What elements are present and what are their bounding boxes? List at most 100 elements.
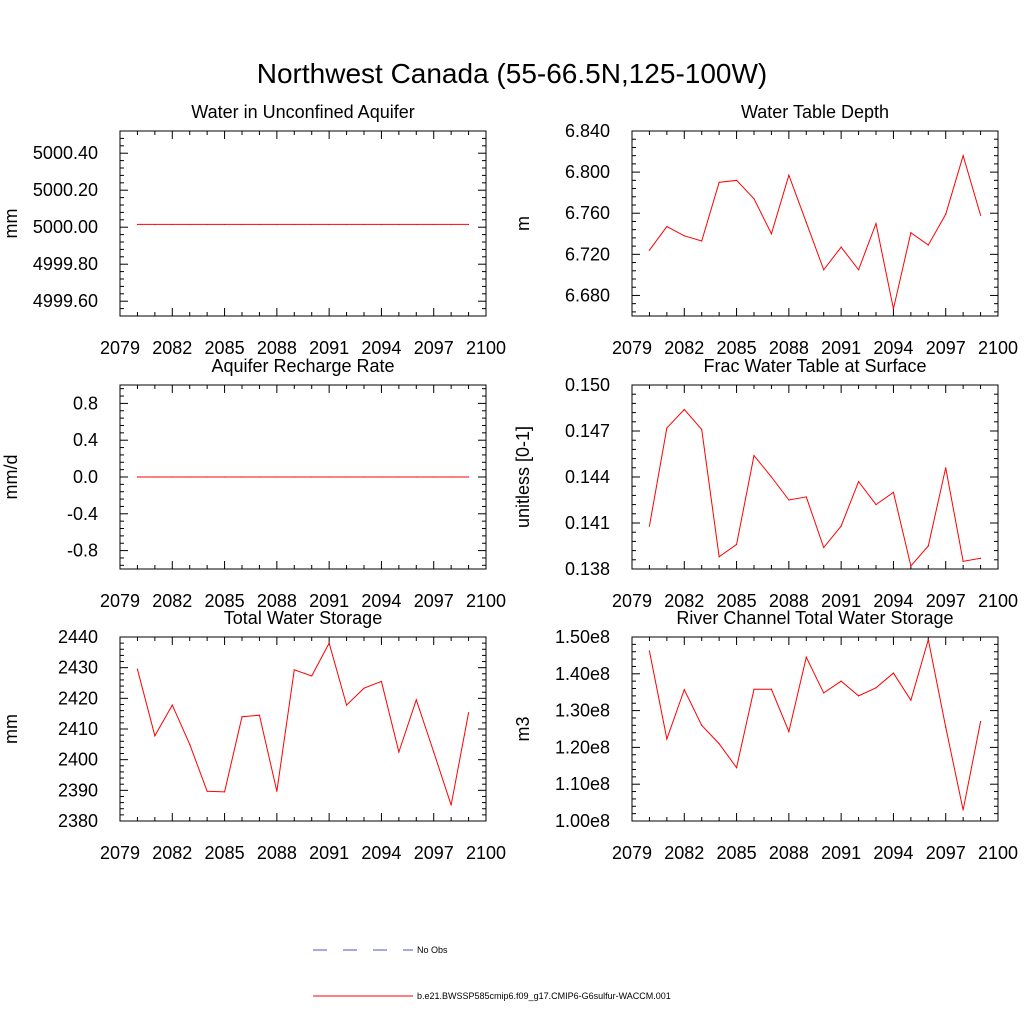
- data-point: [398, 223, 400, 226]
- y-tick-label: 6.840: [565, 121, 610, 141]
- panel-title: Frac Water Table at Surface: [703, 356, 926, 376]
- x-tick-label: 2100: [466, 338, 506, 358]
- data-point: [753, 688, 755, 690]
- x-tick-label: 2079: [100, 591, 140, 611]
- y-tick-label: 2430: [58, 658, 98, 678]
- data-point: [241, 223, 243, 226]
- data-point: [857, 695, 860, 697]
- data-point: [171, 223, 173, 226]
- data-point: [683, 235, 685, 237]
- data-point: [276, 476, 278, 478]
- y-tick-label: 5000.20: [33, 180, 98, 200]
- chart-panel-5: Total Water Storage 2079 2082 2085 2088 2091 2…: [1, 608, 506, 863]
- x-tick-label: 2094: [873, 591, 913, 611]
- data-point: [363, 476, 365, 478]
- data-point: [979, 557, 982, 559]
- x-tick-label: 2094: [873, 338, 913, 358]
- x-tick-label: 2097: [926, 843, 966, 863]
- x-tick-label: 2097: [926, 338, 966, 358]
- data-point: [910, 232, 912, 234]
- x-tick-label: 2085: [717, 843, 757, 863]
- data-point: [840, 680, 842, 682]
- y-tick-label: 2420: [58, 688, 98, 708]
- data-point: [136, 668, 139, 670]
- data-point: [648, 249, 651, 251]
- x-tick-label: 2097: [414, 591, 454, 611]
- data-point: [962, 809, 964, 811]
- data-point: [927, 545, 929, 547]
- x-tick-label: 2091: [821, 338, 861, 358]
- chart-panel-6: River Channel Total Water Storage 2079 208…: [513, 608, 1018, 863]
- data-point: [840, 525, 842, 527]
- y-tick-label: 2390: [58, 780, 98, 800]
- x-tick-label: 2091: [821, 843, 861, 863]
- x-tick-label: 2100: [466, 591, 506, 611]
- data-point: [398, 476, 400, 478]
- data-point: [770, 688, 773, 690]
- y-tick-label: 1.10e8: [555, 774, 610, 794]
- chart-panel-2: Water Table Depth 2079 2082 2085 2088 2091 209…: [513, 102, 1018, 358]
- y-tick-label: -0.4: [67, 504, 98, 524]
- y-tick-label: 4999.80: [33, 254, 98, 274]
- data-point: [189, 476, 191, 478]
- data-point: [433, 223, 435, 226]
- data-point: [311, 675, 313, 677]
- y-tick-label: 2440: [58, 627, 98, 647]
- data-point: [415, 476, 417, 478]
- y-tick-label: 5000.40: [33, 143, 98, 163]
- data-point: [380, 476, 383, 478]
- data-point: [770, 476, 773, 478]
- data-point: [154, 223, 156, 226]
- data-point: [979, 214, 982, 216]
- data-point: [875, 222, 877, 225]
- x-tick-label: 2097: [414, 338, 454, 358]
- data-point: [206, 223, 208, 226]
- y-tick-label: 0.8: [73, 393, 98, 413]
- data-point: [962, 560, 964, 562]
- data-point: [311, 223, 313, 226]
- data-point: [223, 476, 226, 478]
- panel-title: River Channel Total Water Storage: [676, 608, 953, 628]
- data-point: [136, 476, 139, 478]
- data-point: [788, 499, 790, 501]
- data-point: [380, 223, 383, 226]
- y-tick-label: 6.680: [565, 285, 610, 305]
- data-point: [735, 179, 738, 181]
- x-tick-label: 2088: [769, 338, 809, 358]
- data-point: [363, 223, 365, 226]
- y-tick-label: 4999.60: [33, 291, 98, 311]
- x-tick-label: 2082: [152, 843, 192, 863]
- x-tick-label: 2085: [717, 591, 757, 611]
- x-tick-label: 2100: [978, 591, 1018, 611]
- x-tick-label: 2094: [873, 843, 913, 863]
- x-tick-label: 2088: [257, 591, 297, 611]
- data-point: [683, 408, 685, 411]
- series-line-1: [136, 641, 470, 806]
- data-point: [683, 689, 685, 691]
- data-point: [927, 638, 929, 641]
- figure-title: Northwest Canada (55-66.5N,125-100W): [257, 58, 767, 89]
- data-point: [979, 721, 982, 723]
- data-point: [805, 221, 807, 224]
- data-point: [311, 476, 313, 478]
- data-point: [875, 687, 877, 689]
- x-tick-label: 2088: [257, 843, 297, 863]
- data-point: [276, 790, 278, 792]
- data-point: [892, 491, 895, 493]
- data-point: [910, 565, 912, 567]
- data-point: [701, 240, 703, 242]
- data-point: [258, 714, 261, 716]
- data-point: [415, 699, 417, 701]
- data-point: [345, 223, 348, 226]
- panel-title: Water in Unconfined Aquifer: [191, 102, 414, 122]
- panels: Water in Unconfined Aquifer 2079 2082 2085 2…: [1, 102, 1018, 863]
- data-point: [433, 751, 435, 753]
- data-point: [945, 213, 947, 215]
- data-point: [753, 454, 755, 457]
- legend-label-no-obs: No Obs: [417, 945, 448, 955]
- data-point: [328, 223, 330, 226]
- data-point: [293, 669, 295, 671]
- x-tick-label: 2088: [769, 591, 809, 611]
- data-point: [136, 223, 139, 226]
